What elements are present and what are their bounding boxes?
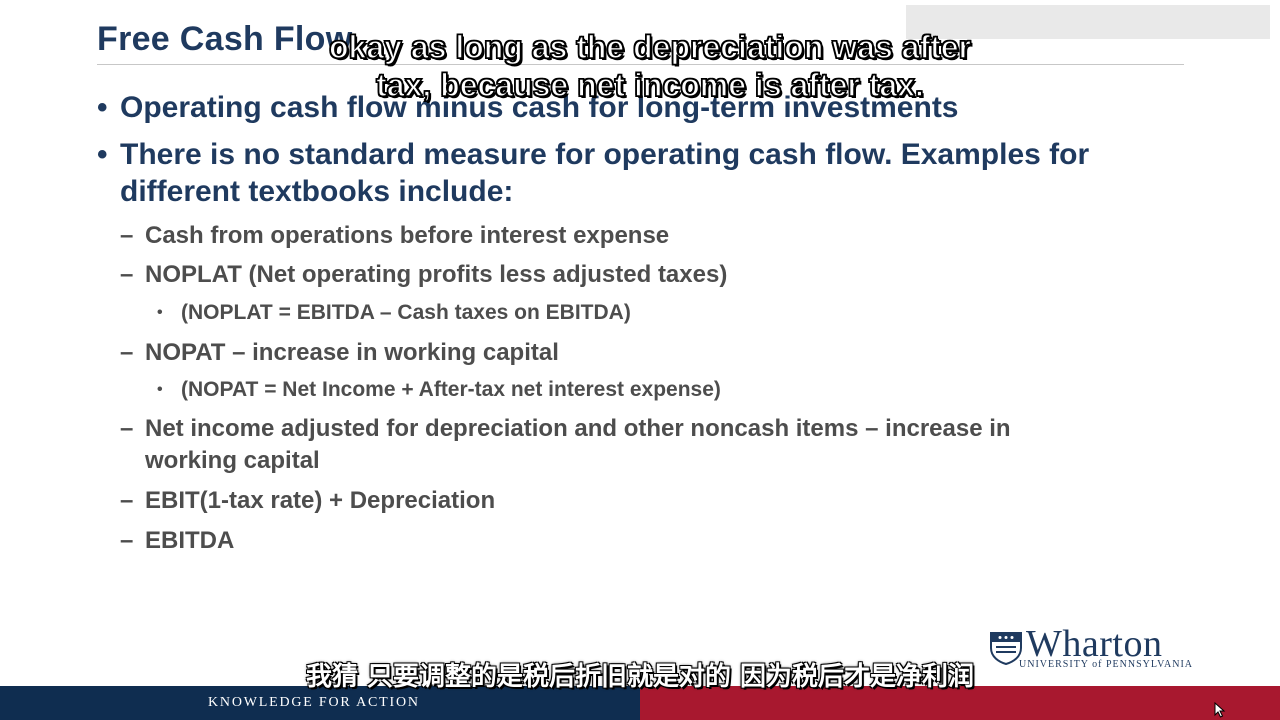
sub-item-text: Cash from operations before interest exp…	[145, 222, 670, 249]
sub-item-text-line-2: working capital	[145, 447, 320, 474]
bullet-glyph: •	[157, 304, 163, 321]
mouse-cursor-icon	[1214, 702, 1226, 718]
dash-glyph: –	[120, 415, 134, 442]
title-divider	[97, 64, 1184, 65]
shield-icon	[990, 632, 1022, 666]
bullet-glyph: •	[97, 138, 108, 171]
footer-red-band	[640, 686, 1280, 720]
footer-navy-band: KNOWLEDGE FOR ACTION	[0, 686, 640, 720]
sub-item-text: NOPLAT (Net operating profits less adjus…	[145, 261, 728, 288]
dash-glyph: –	[120, 487, 134, 514]
watermark-overlay	[906, 5, 1270, 39]
footer-bar: KNOWLEDGE FOR ACTION	[0, 686, 1280, 720]
logo-subtitle: UNIVERSITY of PENNSYLVANIA	[1019, 659, 1193, 670]
dash-glyph: –	[120, 222, 134, 249]
english-subtitle: okay as long as the depreciation was aft…	[300, 28, 1000, 104]
bullet-text-line-1: There is no standard measure for operati…	[120, 138, 1090, 171]
logo-wordmark: Wharton	[1026, 623, 1163, 665]
sub-item-text: EBIT(1-tax rate) + Depreciation	[145, 487, 496, 514]
bullet-text-line-2: different textbooks include:	[120, 175, 514, 208]
detail-text: (NOPLAT = EBITDA – Cash taxes on EBITDA)	[181, 301, 631, 324]
sub-item-text-line-1: Net income adjusted for depreciation and…	[145, 415, 1011, 442]
bullet-glyph: •	[97, 91, 108, 124]
bullet-glyph: •	[157, 381, 163, 398]
detail-text: (NOPAT = Net Income + After-tax net inte…	[181, 378, 721, 401]
english-subtitle-line-1: okay as long as the depreciation was aft…	[328, 28, 972, 66]
wharton-logo: Wharton UNIVERSITY of PENNSYLVANIA	[988, 623, 1193, 672]
english-subtitle-line-2: tax, because net income is after tax.	[375, 66, 924, 104]
slide-title: Free Cash Flow	[97, 20, 353, 58]
bullet-text: Operating cash flow minus cash for long-…	[120, 91, 959, 124]
footer-tagline: KNOWLEDGE FOR ACTION	[208, 695, 420, 710]
dash-glyph: –	[120, 261, 134, 288]
chinese-subtitle: 我猜 只要调整的是税后折旧就是对的 因为税后才是净利润	[305, 662, 975, 692]
sub-item-text: NOPAT – increase in working capital	[145, 339, 559, 366]
dash-glyph: –	[120, 339, 134, 366]
sub-item-text: EBITDA	[145, 527, 235, 554]
dash-glyph: –	[120, 527, 134, 554]
